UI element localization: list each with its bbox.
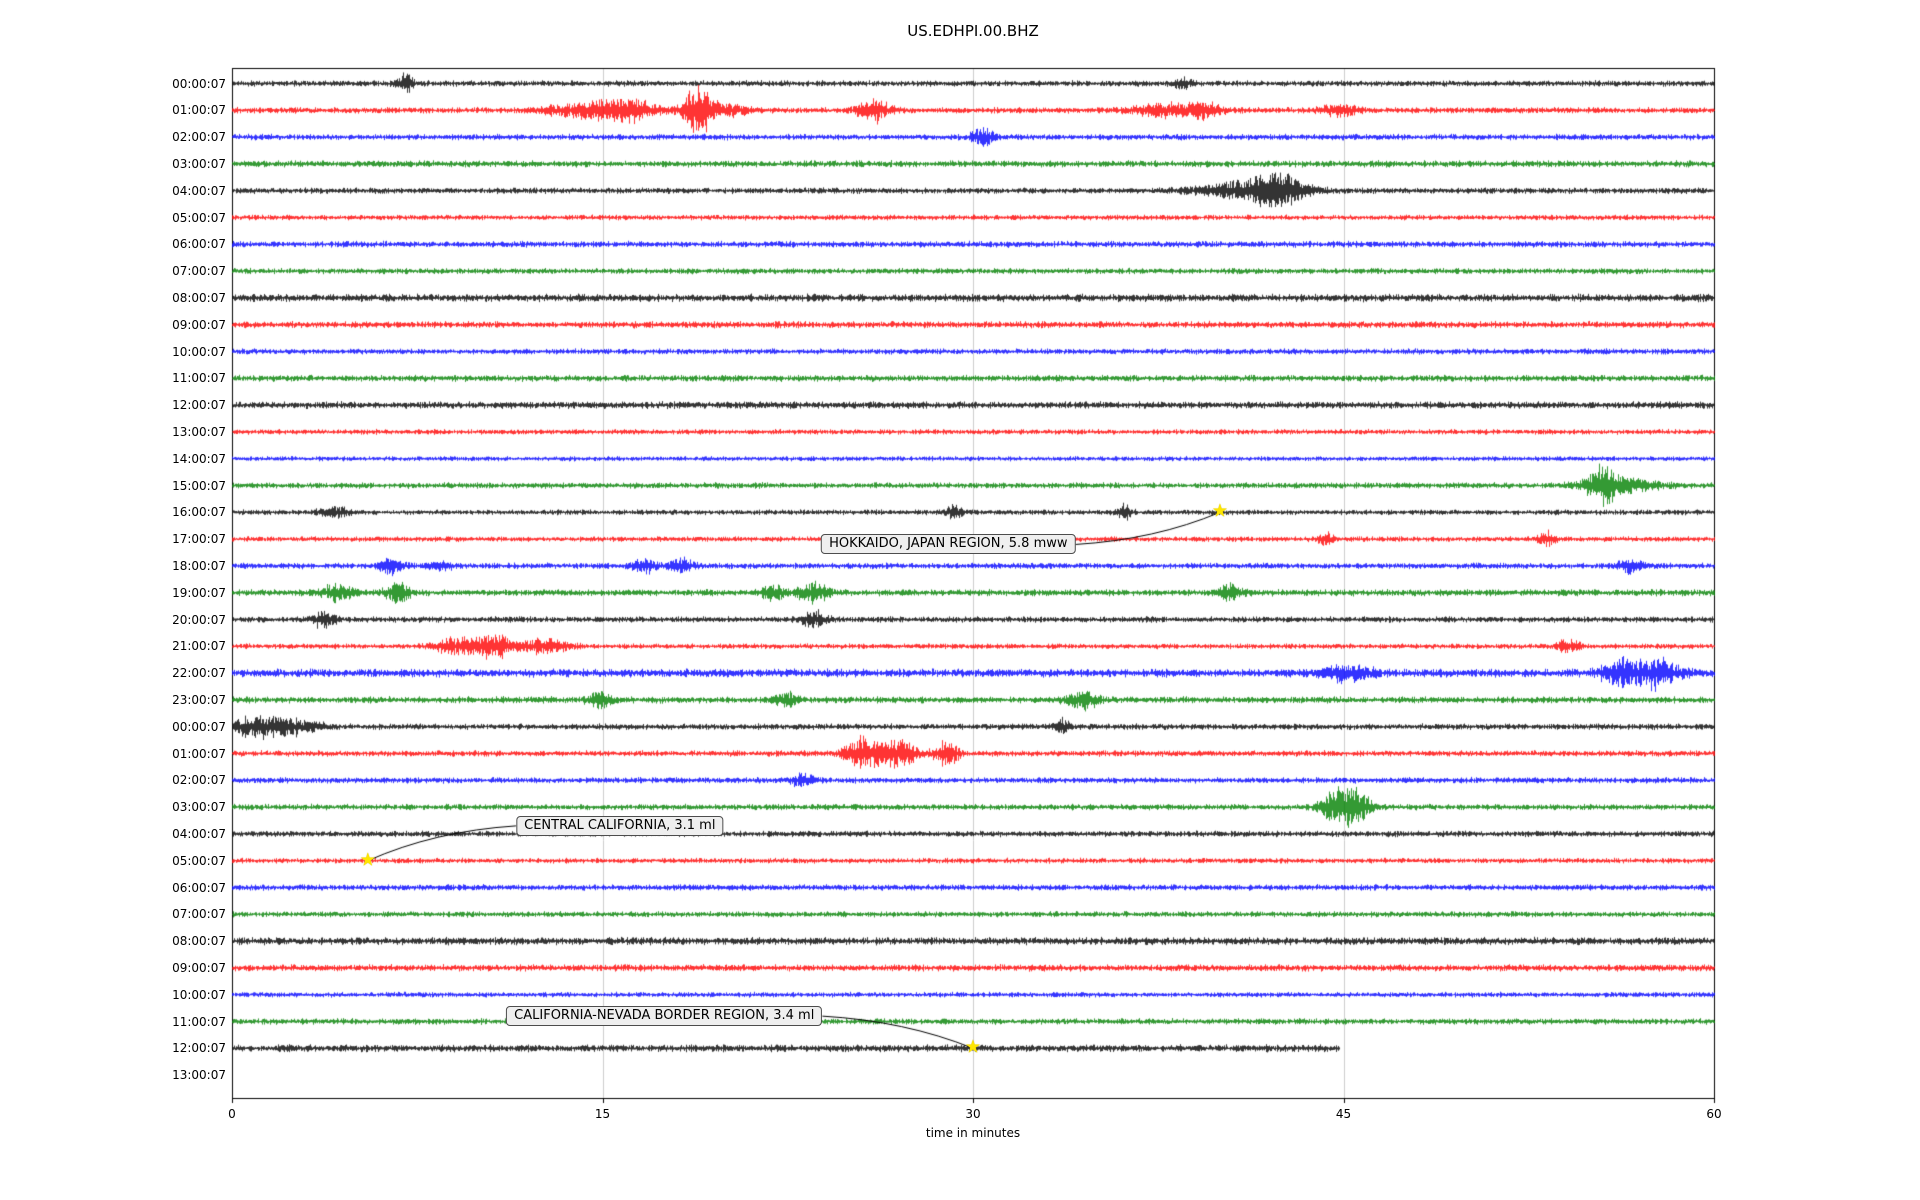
row-time-label: 13:00:07 (172, 424, 226, 439)
row-time-label: 18:00:07 (172, 558, 226, 573)
row-time-label: 02:00:07 (172, 130, 226, 145)
row-time-label: 03:00:07 (172, 156, 226, 171)
row-time-label: 04:00:07 (172, 183, 226, 198)
row-time-label: 04:00:07 (172, 826, 226, 841)
row-time-label: 00:00:07 (172, 719, 226, 734)
row-time-label: 01:00:07 (172, 103, 226, 118)
row-time-label: 09:00:07 (172, 317, 226, 332)
row-time-label: 14:00:07 (172, 451, 226, 466)
event-star-icon: ★ (359, 849, 376, 871)
event-annotation: HOKKAIDO, JAPAN REGION, 5.8 mww (821, 534, 1076, 555)
row-time-label: 00:00:07 (172, 76, 226, 91)
row-time-label: 13:00:07 (172, 1068, 226, 1083)
row-time-label: 16:00:07 (172, 505, 226, 520)
x-tick-label: 0 (228, 1107, 236, 1121)
x-axis-label: time in minutes (925, 1126, 1021, 1140)
row-time-label: 10:00:07 (172, 344, 226, 359)
row-time-label: 20:00:07 (172, 612, 226, 627)
row-time-label: 05:00:07 (172, 210, 226, 225)
row-time-label: 19:00:07 (172, 585, 226, 600)
event-annotation: CENTRAL CALIFORNIA, 3.1 ml (516, 815, 724, 836)
row-time-label: 17:00:07 (172, 532, 226, 547)
row-time-label: 06:00:07 (172, 237, 226, 252)
row-time-label: 07:00:07 (172, 264, 226, 279)
row-time-label: 07:00:07 (172, 907, 226, 922)
event-star-icon: ★ (964, 1036, 982, 1058)
row-time-label: 10:00:07 (172, 987, 226, 1002)
row-time-label: 03:00:07 (172, 800, 226, 815)
x-tick-label: 45 (1335, 1107, 1352, 1121)
row-time-label: 12:00:07 (172, 398, 226, 413)
x-tick-label: 60 (1706, 1107, 1722, 1121)
row-time-label: 21:00:07 (172, 639, 226, 654)
event-star-icon: ★ (1211, 500, 1229, 522)
row-time-label: 08:00:07 (172, 290, 226, 305)
row-time-label: 12:00:07 (172, 1041, 226, 1056)
event-annotation: CALIFORNIA-NEVADA BORDER REGION, 3.4 ml (506, 1006, 823, 1027)
row-time-label: 22:00:07 (172, 666, 226, 681)
row-time-label: 11:00:07 (172, 1014, 226, 1029)
chart-title: US.EDHPI.00.BHZ (907, 22, 1039, 40)
x-tick-label: 15 (594, 1107, 611, 1121)
row-time-label: 05:00:07 (172, 853, 226, 868)
row-time-label: 15:00:07 (172, 478, 226, 493)
row-time-label: 11:00:07 (172, 371, 226, 386)
x-tick-label: 30 (965, 1107, 981, 1121)
row-time-label: 23:00:07 (172, 692, 226, 707)
row-time-label: 06:00:07 (172, 880, 226, 895)
row-time-label: 01:00:07 (172, 746, 226, 761)
row-time-label: 09:00:07 (172, 960, 226, 975)
row-time-label: 08:00:07 (172, 934, 226, 949)
row-time-label: 02:00:07 (172, 773, 226, 788)
